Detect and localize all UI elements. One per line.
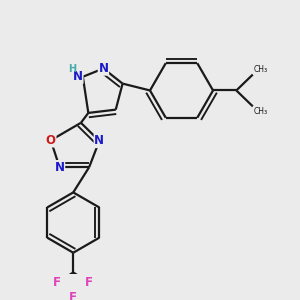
Text: CH₃: CH₃ [253, 107, 268, 116]
Text: N: N [55, 161, 64, 174]
Text: F: F [69, 291, 77, 300]
Text: O: O [46, 134, 56, 147]
Text: N: N [73, 70, 83, 83]
Text: N: N [98, 62, 108, 75]
Text: F: F [85, 276, 93, 290]
Text: CH₃: CH₃ [253, 65, 268, 74]
Text: H: H [68, 64, 76, 74]
Text: N: N [94, 134, 104, 147]
Text: F: F [53, 276, 62, 290]
